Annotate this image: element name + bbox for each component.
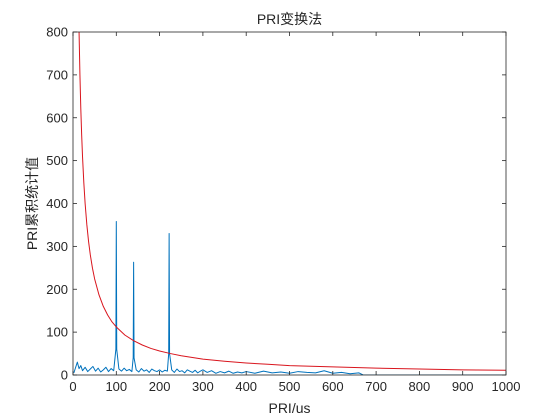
x-tick-label: 1000	[492, 379, 521, 394]
y-axis-ticks: 0 100 200 300 400 500 600 700 800	[46, 25, 506, 383]
x-tick-label: 300	[192, 379, 214, 394]
y-tick-label: 200	[46, 282, 68, 297]
x-tick-label: 500	[279, 379, 301, 394]
y-tick-label: 400	[46, 196, 68, 211]
x-tick-label: 600	[322, 379, 344, 394]
x-axis-ticks: 0 100 200 300 400 500 600 700 800 900 1000	[69, 32, 520, 394]
x-tick-label: 100	[105, 379, 127, 394]
chart-title: PRI变换法	[257, 11, 322, 27]
x-tick-label: 200	[149, 379, 171, 394]
series-layer	[73, 32, 506, 375]
x-tick-label: 0	[69, 379, 76, 394]
series-line-1	[73, 221, 506, 375]
x-tick-label: 700	[365, 379, 387, 394]
y-tick-label: 0	[61, 368, 68, 383]
y-tick-label: 300	[46, 239, 68, 254]
x-tick-label: 900	[452, 379, 474, 394]
plot-area	[73, 32, 506, 375]
x-axis-label: PRI/us	[268, 400, 310, 416]
series-line-2	[78, 32, 506, 371]
y-tick-label: 700	[46, 67, 68, 82]
y-tick-label: 100	[46, 325, 68, 340]
y-axis-label: PRI累积统计值	[24, 157, 40, 250]
x-tick-label: 800	[409, 379, 431, 394]
y-tick-label: 800	[46, 25, 68, 40]
y-tick-label: 600	[46, 110, 68, 125]
y-tick-label: 500	[46, 153, 68, 168]
x-tick-label: 400	[235, 379, 257, 394]
